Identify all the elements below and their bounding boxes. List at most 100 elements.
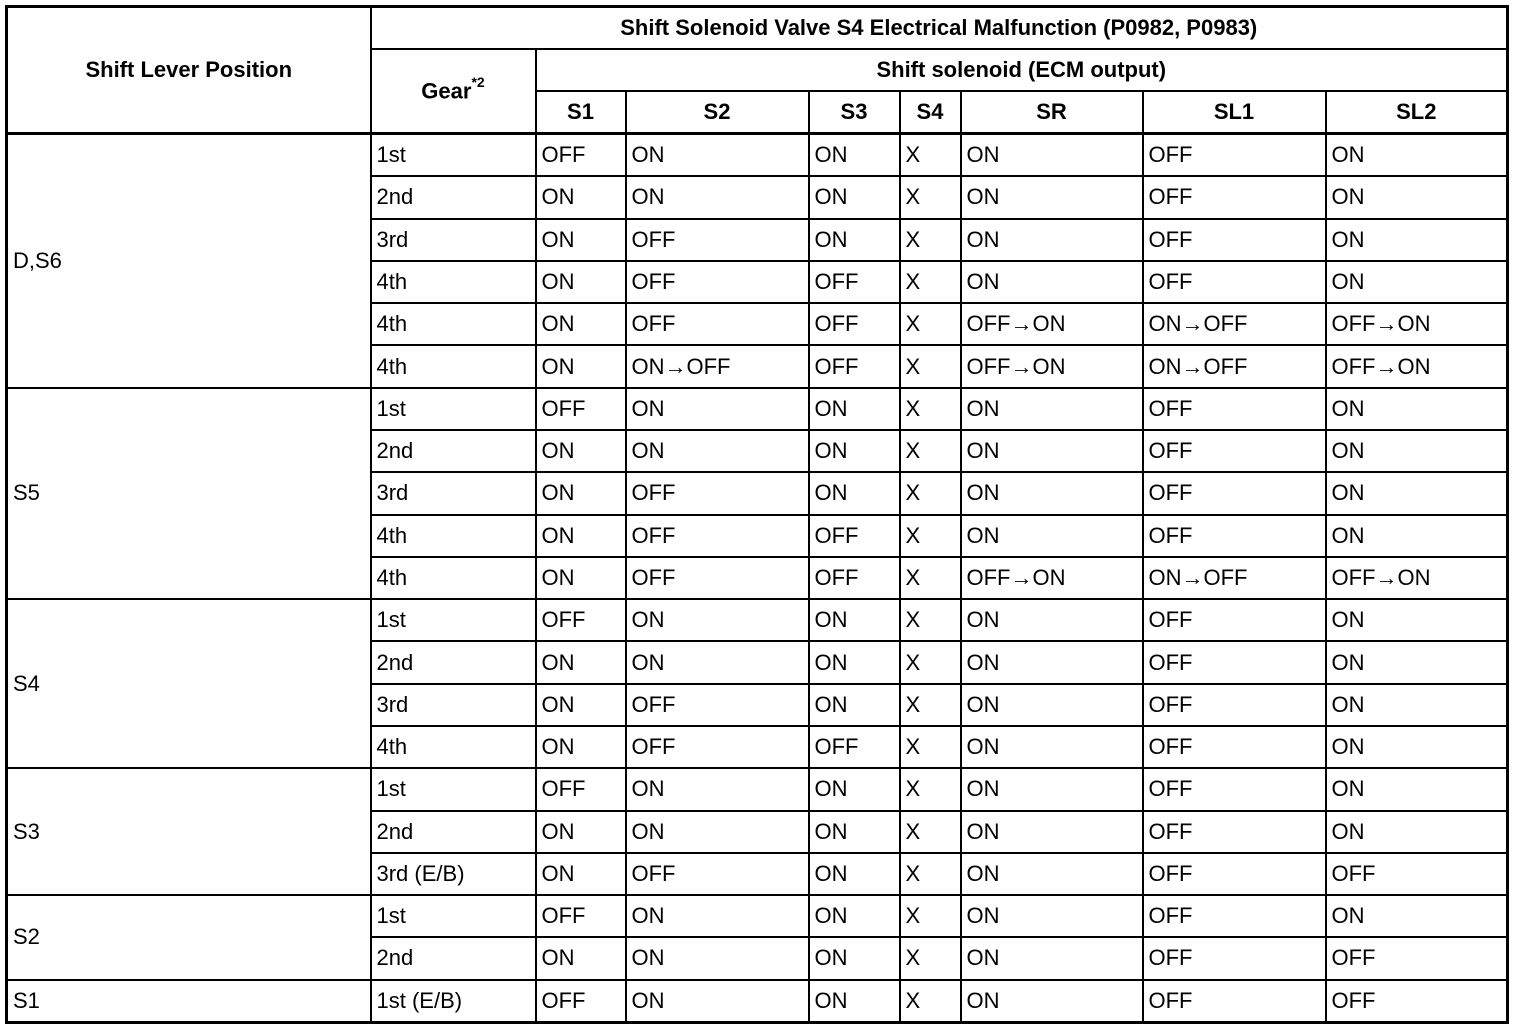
s2-cell: ON <box>624 978 810 1024</box>
sr-cell: ON <box>959 724 1144 770</box>
shift-lever-position-cell: S3 <box>5 767 372 897</box>
s2-cell: ON <box>624 598 810 643</box>
s1-cell: OFF <box>534 894 627 939</box>
solenoid-operation-table: Shift Lever Position Shift Solenoid Valv… <box>5 5 1510 1024</box>
s1-cell: ON <box>534 344 627 389</box>
s3-cell: ON <box>807 175 901 220</box>
s1-cell: ON <box>534 640 627 685</box>
s4-cell: X <box>898 851 962 897</box>
shift-lever-position-cell: S5 <box>5 386 372 601</box>
sl2-cell: ON <box>1324 217 1509 262</box>
header-solenoid-s1: S1 <box>534 90 627 135</box>
s4-cell: X <box>898 978 962 1024</box>
s3-cell: ON <box>807 894 901 939</box>
s2-cell: ON <box>624 767 810 812</box>
s1-cell: ON <box>534 809 627 854</box>
sl1-cell: ON→OFF <box>1141 302 1327 347</box>
sl1-cell: OFF <box>1141 217 1327 262</box>
s3-cell: OFF <box>807 302 901 347</box>
s4-cell: X <box>898 175 962 220</box>
s2-cell: OFF <box>624 302 810 347</box>
gear-cell: 1st <box>369 767 537 812</box>
sl1-cell: OFF <box>1141 471 1327 516</box>
sl1-cell: OFF <box>1141 682 1327 727</box>
gear-cell: 1st <box>369 894 537 939</box>
s4-cell: X <box>898 724 962 770</box>
sl1-cell: ON→OFF <box>1141 555 1327 601</box>
s4-cell: X <box>898 428 962 474</box>
s2-cell: ON <box>624 175 810 220</box>
s1-cell: ON <box>534 724 627 770</box>
sl2-cell: ON <box>1324 132 1509 178</box>
s2-cell: ON <box>624 936 810 981</box>
s4-cell: X <box>898 471 962 516</box>
sl1-cell: OFF <box>1141 767 1327 812</box>
table-row: 3rd ON OFF ON X ON OFF ON <box>7 471 1509 516</box>
sl1-cell: OFF <box>1141 428 1327 474</box>
s3-cell: ON <box>807 682 901 727</box>
sr-cell: ON <box>959 640 1144 685</box>
sr-cell: ON <box>959 809 1144 854</box>
table-row: 4th ON OFF OFF X ON OFF ON <box>7 724 1509 770</box>
header-solenoid-s4: S4 <box>898 90 962 135</box>
table-row: 2nd ON ON ON X ON OFF ON <box>7 809 1509 854</box>
table-row: 2nd ON ON ON X ON OFF ON <box>7 175 1509 220</box>
sl2-cell: OFF <box>1324 851 1509 897</box>
table-row: 4th ON OFF OFF X ON OFF ON <box>7 513 1509 558</box>
gear-cell: 4th <box>369 302 537 347</box>
sl1-cell: ON→OFF <box>1141 344 1327 389</box>
sl2-cell: ON <box>1324 809 1509 854</box>
gear-cell: 4th <box>369 344 537 389</box>
s1-cell: OFF <box>534 978 627 1024</box>
s2-cell: OFF <box>624 513 810 558</box>
s3-cell: ON <box>807 978 901 1024</box>
s3-cell: ON <box>807 132 901 178</box>
shift-lever-position-cell: S2 <box>5 894 372 981</box>
gear-cell: 3rd <box>369 471 537 516</box>
table-row: D,S6 1st OFF ON ON X ON OFF ON <box>5 132 1509 389</box>
s2-cell: OFF <box>624 471 810 516</box>
sr-cell: ON <box>959 259 1144 305</box>
s1-cell: ON <box>534 428 627 474</box>
sr-cell: ON <box>959 978 1144 1024</box>
s1-cell: OFF <box>534 598 627 643</box>
s2-cell: ON <box>624 894 810 939</box>
header-solenoid-s3: S3 <box>807 90 901 135</box>
gear-cell: 2nd <box>369 175 537 220</box>
header-shift-lever-position: Shift Lever Position <box>5 5 372 135</box>
sl2-cell: ON <box>1324 767 1509 812</box>
s2-cell: ON <box>624 809 810 854</box>
s1-cell: OFF <box>534 132 627 178</box>
sl1-cell: OFF <box>1141 724 1327 770</box>
sr-cell: ON <box>959 471 1144 516</box>
table-row: 3rd (E/B) ON OFF ON X ON OFF OFF <box>7 851 1509 897</box>
s2-cell: OFF <box>624 217 810 262</box>
s3-cell: ON <box>807 851 901 897</box>
sl2-cell: ON <box>1324 471 1509 516</box>
gear-cell: 4th <box>369 513 537 558</box>
s2-cell: OFF <box>624 259 810 305</box>
table-row: S3 1st OFF ON ON X ON OFF ON <box>5 767 1509 897</box>
s2-cell: ON→OFF <box>624 344 810 389</box>
s3-cell: ON <box>807 809 901 854</box>
s1-cell: ON <box>534 175 627 220</box>
s3-cell: ON <box>807 428 901 474</box>
sl2-cell: OFF→ON <box>1324 302 1509 347</box>
sr-cell: ON <box>959 767 1144 812</box>
s4-cell: X <box>898 217 962 262</box>
gear-cell: 4th <box>369 724 537 770</box>
s1-cell: ON <box>534 302 627 347</box>
s4-cell: X <box>898 767 962 812</box>
s3-cell: ON <box>807 936 901 981</box>
s3-cell: ON <box>807 640 901 685</box>
table-row: 4th ON OFF OFF X OFF→ON ON→OFF OFF→ON <box>7 302 1509 347</box>
gear-cell: 1st (E/B) <box>369 978 537 1024</box>
sr-cell: ON <box>959 936 1144 981</box>
s1-cell: ON <box>534 259 627 305</box>
s2-cell: OFF <box>624 682 810 727</box>
s1-cell: ON <box>534 851 627 897</box>
s3-cell: OFF <box>807 724 901 770</box>
sr-cell: ON <box>959 132 1144 178</box>
table-row: 2nd ON ON ON X ON OFF OFF <box>7 936 1509 981</box>
s3-cell: OFF <box>807 259 901 305</box>
